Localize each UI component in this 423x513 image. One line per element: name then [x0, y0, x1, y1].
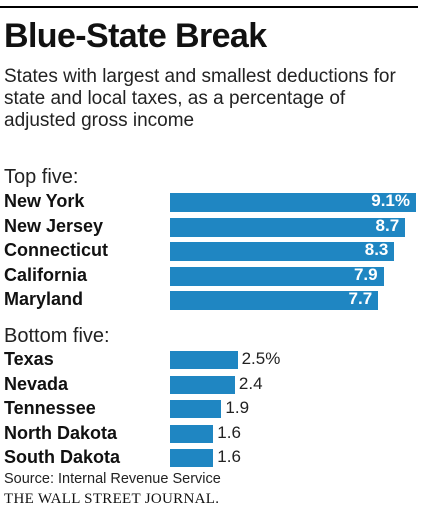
- bar-row: North Dakota 1.6: [0, 421, 423, 445]
- category-label: Maryland: [4, 289, 84, 309]
- source-note: Source: Internal Revenue Service: [4, 471, 221, 487]
- data-label: 1.6: [217, 423, 241, 442]
- bar-row: New Jersey 8.7: [0, 214, 423, 238]
- bar: [170, 351, 238, 369]
- bar: [170, 291, 379, 310]
- bar: [170, 376, 235, 394]
- data-label: 1.9: [225, 398, 250, 417]
- data-label: 8.3: [364, 240, 389, 259]
- data-label: 9.1%: [371, 191, 410, 210]
- top-five-heading: Top five:: [4, 166, 79, 188]
- bar-row: New York 9.1%: [0, 189, 423, 213]
- category-label: Texas: [4, 349, 54, 369]
- publisher-logo: THE WALL STREET JOURNAL.: [4, 491, 220, 507]
- chart-subtitle: States with largest and smallest deducti…: [4, 66, 396, 131]
- top-rule: [0, 6, 418, 8]
- bar-row: Nevada 2.4: [0, 372, 423, 396]
- bottom-five-heading: Bottom five:: [4, 325, 110, 347]
- data-label: 2.5%: [241, 349, 281, 368]
- data-label: 2.4: [238, 374, 263, 393]
- bar-row: Connecticut 8.3: [0, 238, 423, 262]
- bottom-five-chart: Texas 2.5% Nevada 2.4 Tennessee 1.9 North Dako…: [0, 347, 423, 469]
- bar-row: South Dakota 1.6: [0, 445, 423, 469]
- category-label: New York: [4, 191, 85, 211]
- category-label: California: [4, 265, 88, 285]
- data-label: 1.6: [217, 447, 241, 466]
- bar-row: California 7.9: [0, 263, 423, 287]
- chart-title: Blue-State Break: [4, 17, 267, 55]
- bar-row: Maryland 7.7: [0, 287, 423, 311]
- bar: [170, 400, 222, 418]
- data-label: 8.7: [375, 216, 400, 235]
- bar-row: Tennessee 1.9: [0, 396, 423, 420]
- bar: [170, 425, 214, 443]
- category-label: Tennessee: [4, 398, 96, 418]
- data-label: 7.9: [353, 265, 378, 284]
- category-label: South Dakota: [4, 447, 121, 467]
- bar: [170, 449, 214, 467]
- top-five-chart: New York 9.1% New Jersey 8.7 Connecticut 8.3 C…: [0, 189, 423, 311]
- category-label: Nevada: [4, 374, 69, 394]
- category-label: New Jersey: [4, 216, 104, 236]
- data-label: 7.7: [348, 289, 373, 308]
- bar: [170, 193, 416, 212]
- bar-row: Texas 2.5%: [0, 347, 423, 371]
- category-label: North Dakota: [4, 423, 118, 443]
- bar: [170, 267, 384, 286]
- bar: [170, 218, 406, 237]
- bar: [170, 242, 395, 261]
- category-label: Connecticut: [4, 240, 109, 260]
